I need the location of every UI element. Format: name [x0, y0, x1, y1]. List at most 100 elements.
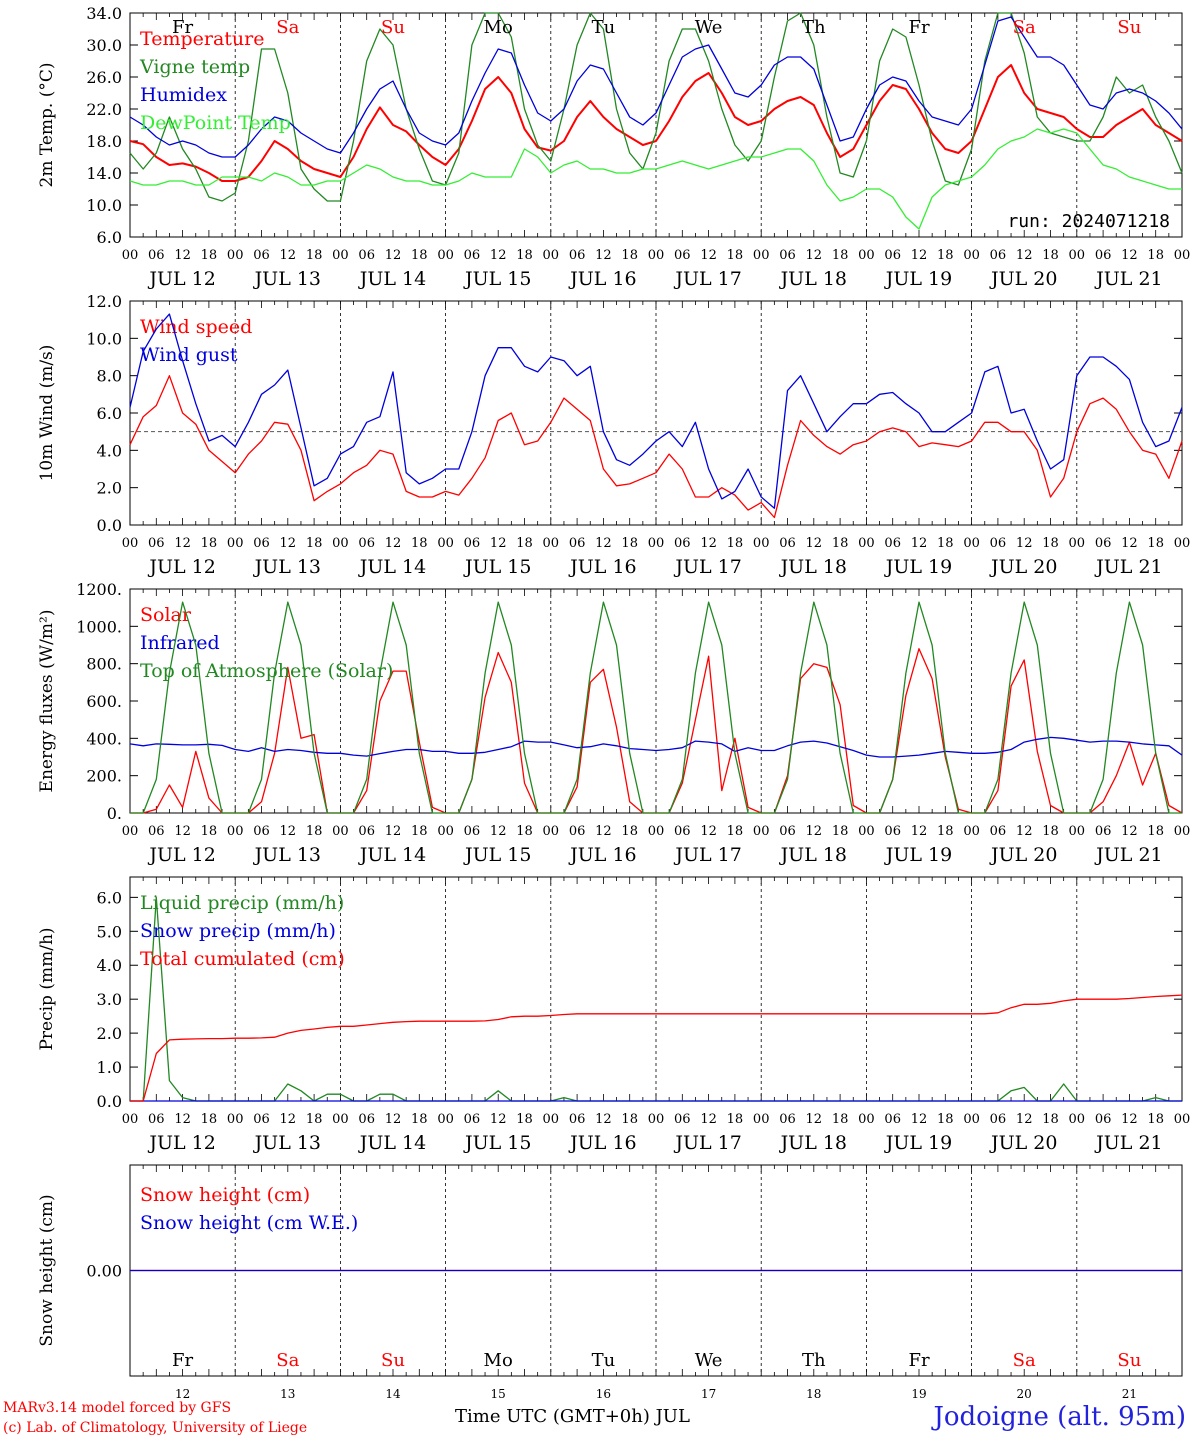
y-tick-label: 14.0 [86, 164, 122, 183]
weekday-label: Th [802, 1350, 826, 1371]
hour-tick-label: 00 [1174, 536, 1191, 551]
hour-tick-label: 18 [1042, 536, 1059, 551]
hour-tick-label: 00 [963, 824, 980, 839]
date-label: JUL 19 [884, 1132, 952, 1154]
hour-tick-label: 00 [227, 1112, 244, 1127]
hour-tick-label: 12 [1121, 536, 1138, 551]
hour-tick-label: 12 [385, 824, 402, 839]
date-label: JUL 13 [253, 268, 321, 290]
date-label: JUL 17 [673, 1132, 741, 1154]
hour-tick-label: 00 [963, 248, 980, 263]
hour-tick-label: 18 [306, 824, 323, 839]
date-label: JUL 15 [463, 268, 531, 290]
date-label: JUL 15 [463, 556, 531, 578]
hour-tick-label: 18 [621, 824, 638, 839]
date-label: JUL 21 [1094, 844, 1162, 866]
legend-entry: Wind speed [140, 316, 252, 338]
hour-tick-label: 12 [280, 248, 297, 263]
hour-tick-label: 06 [990, 536, 1007, 551]
y-tick-label: 200. [86, 767, 122, 786]
date-label: JUL 12 [147, 556, 215, 578]
hour-tick-label: 18 [832, 824, 849, 839]
date-label: JUL 15 [463, 844, 531, 866]
day-number-label: 20 [1017, 1387, 1032, 1401]
hour-tick-label: 06 [884, 248, 901, 263]
weekday-label: Fr [908, 17, 929, 38]
hour-tick-label: 06 [569, 248, 586, 263]
series-line-vigne-temp [129, 12, 1183, 202]
series-line-total-cumulated-cm- [130, 994, 1183, 1102]
hour-tick-label: 06 [990, 824, 1007, 839]
hour-tick-label: 18 [727, 1112, 744, 1127]
date-label: JUL 20 [989, 556, 1057, 578]
date-label: JUL 16 [568, 556, 636, 578]
hour-tick-label: 12 [595, 536, 612, 551]
date-label: JUL 20 [989, 844, 1057, 866]
y-tick-label: 600. [86, 692, 122, 711]
hour-tick-label: 12 [280, 1112, 297, 1127]
hour-tick-label: 00 [753, 1112, 770, 1127]
hour-tick-label: 18 [832, 536, 849, 551]
day-number-label: 17 [701, 1387, 716, 1401]
hour-tick-label: 06 [464, 536, 481, 551]
legend-entry: Top of Atmosphere (Solar) [140, 660, 393, 682]
hour-tick-label: 18 [727, 536, 744, 551]
day-number-label: 16 [596, 1387, 611, 1401]
hour-tick-label: 12 [1121, 248, 1138, 263]
weekday-label: Fr [172, 1350, 193, 1371]
day-number-label: 12 [175, 1387, 190, 1401]
time-ticks [129, 589, 1183, 813]
y-tick-label: 6.0 [97, 228, 122, 247]
hour-tick-label: 12 [806, 824, 823, 839]
weekday-label: Tu [592, 17, 616, 38]
date-label: JUL 12 [147, 268, 215, 290]
hour-tick-label: 00 [227, 248, 244, 263]
hour-tick-label: 12 [385, 536, 402, 551]
y-tick-label: 1200. [76, 580, 122, 599]
date-label: JUL 21 [1094, 556, 1162, 578]
hour-tick-label: 00 [963, 1112, 980, 1127]
hour-tick-label: 18 [306, 248, 323, 263]
hour-tick-label: 06 [358, 824, 375, 839]
hour-tick-label: 06 [569, 824, 586, 839]
date-label: JUL 21 [1094, 1132, 1162, 1154]
hour-tick-label: 12 [806, 1112, 823, 1127]
date-label: JUL 15 [463, 1132, 531, 1154]
y-tick-label: 10.0 [86, 329, 122, 348]
hour-tick-label: 00 [437, 536, 454, 551]
series-line-wind-gust [129, 313, 1183, 509]
hour-tick-label: 06 [253, 824, 270, 839]
hour-tick-label: 06 [1095, 536, 1112, 551]
date-label: JUL 16 [568, 1132, 636, 1154]
date-label: JUL 12 [147, 844, 215, 866]
hour-tick-label: 00 [753, 824, 770, 839]
y-tick-label: 0.0 [97, 1092, 122, 1111]
hour-tick-label: 12 [1121, 824, 1138, 839]
hour-tick-label: 12 [806, 536, 823, 551]
hour-tick-label: 12 [490, 1112, 507, 1127]
day-number-label: 13 [280, 1387, 295, 1401]
day-number-label: 15 [491, 1387, 506, 1401]
date-label: JUL 19 [884, 268, 952, 290]
weekday-label: Sa [1013, 17, 1036, 38]
y-tick-label: 0. [107, 804, 122, 823]
hour-tick-label: 00 [858, 536, 875, 551]
hour-tick-label: 06 [464, 1112, 481, 1127]
hour-tick-label: 06 [464, 248, 481, 263]
hour-tick-label: 12 [1016, 248, 1033, 263]
y-tick-label: 5.0 [97, 922, 122, 941]
hour-tick-label: 12 [911, 248, 928, 263]
hour-tick-label: 06 [253, 1112, 270, 1127]
hour-tick-label: 00 [437, 824, 454, 839]
hour-tick-label: 06 [358, 1112, 375, 1127]
hour-tick-label: 00 [648, 248, 665, 263]
hour-tick-label: 18 [937, 536, 954, 551]
y-tick-label: 30.0 [86, 36, 122, 55]
legend-entry: Wind gust [140, 344, 238, 366]
series-line-top-of-atmosphere-solar- [130, 601, 1182, 814]
hour-tick-label: 18 [516, 1112, 533, 1127]
weekday-label: Mo [484, 17, 513, 38]
hour-tick-label: 12 [490, 248, 507, 263]
hour-tick-label: 18 [516, 824, 533, 839]
hour-tick-label: 12 [700, 824, 717, 839]
